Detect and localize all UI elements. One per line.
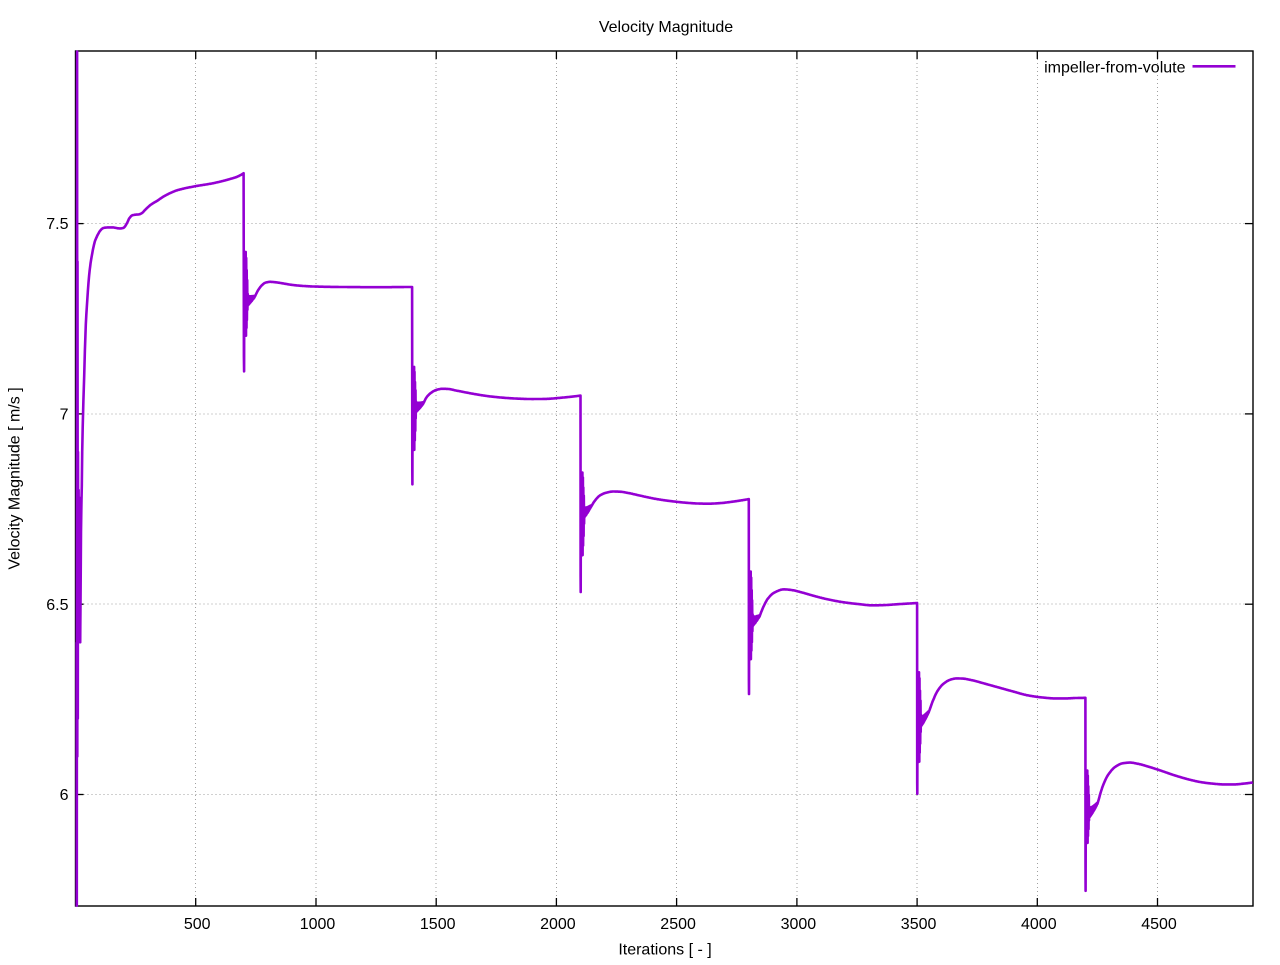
svg-text:3500: 3500 [901, 916, 937, 933]
svg-text:2000: 2000 [540, 916, 576, 933]
svg-text:1500: 1500 [420, 916, 456, 933]
svg-text:2500: 2500 [660, 916, 696, 933]
svg-text:4500: 4500 [1141, 916, 1177, 933]
svg-text:3000: 3000 [781, 916, 817, 933]
svg-text:500: 500 [184, 916, 211, 933]
svg-text:Velocity Magnitude: Velocity Magnitude [599, 19, 733, 36]
svg-text:4000: 4000 [1021, 916, 1057, 933]
svg-text:7: 7 [60, 407, 69, 424]
svg-text:1000: 1000 [300, 916, 336, 933]
svg-text:7.5: 7.5 [46, 216, 68, 233]
svg-text:6.5: 6.5 [46, 597, 68, 614]
svg-text:Iterations [ - ]: Iterations [ - ] [618, 941, 711, 958]
svg-text:6: 6 [60, 787, 69, 804]
svg-text:impeller-from-volute: impeller-from-volute [1044, 59, 1185, 76]
svg-text:Velocity Magnitude [ m/s ]: Velocity Magnitude [ m/s ] [7, 387, 24, 569]
